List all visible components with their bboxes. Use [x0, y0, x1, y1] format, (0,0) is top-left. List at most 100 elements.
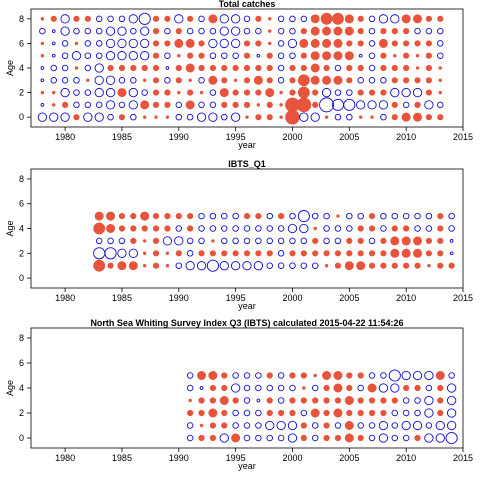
- bubble-point: [255, 40, 262, 47]
- x-tick-label: 1980: [55, 132, 75, 142]
- x-tick-label: 1985: [112, 453, 132, 463]
- bubble-point: [94, 112, 104, 122]
- bubble-point: [425, 77, 432, 84]
- bubble-point: [401, 420, 411, 431]
- bubble-point: [289, 237, 296, 245]
- bubble-point: [300, 397, 307, 404]
- bubble-point: [73, 15, 80, 22]
- bubble-point: [107, 64, 114, 72]
- bubble-point: [277, 15, 285, 23]
- bubble-point: [390, 383, 400, 393]
- bubble-point: [221, 101, 228, 108]
- bubble-point: [277, 64, 285, 72]
- bubble-point: [105, 51, 116, 61]
- bubble-point: [93, 247, 106, 260]
- bubble-point: [368, 262, 376, 269]
- bubble-point: [84, 15, 91, 22]
- bubble-point: [93, 259, 106, 272]
- bubble-point: [311, 434, 319, 442]
- bubble-point: [368, 40, 376, 47]
- bubble-point: [152, 28, 160, 35]
- bubble-point: [277, 262, 285, 269]
- bubble-point: [40, 103, 45, 107]
- bubble-point: [186, 434, 194, 442]
- bubble-point: [437, 27, 444, 35]
- bubble-point: [312, 397, 319, 404]
- bubble-point: [211, 239, 215, 243]
- bubble-point: [266, 409, 273, 417]
- bubble-point: [357, 40, 364, 47]
- bubble-point: [344, 395, 354, 405]
- bubble-point: [84, 64, 92, 72]
- bubble-point: [186, 113, 194, 121]
- bubble-point: [219, 26, 229, 36]
- bubble-point: [208, 112, 218, 122]
- bubble-point: [186, 372, 194, 379]
- bubble-point: [221, 250, 228, 257]
- bubble-point: [73, 77, 80, 84]
- x-tick-label: 1995: [226, 293, 246, 303]
- x-tick-label: 1990: [169, 132, 189, 142]
- bubble-point: [289, 64, 296, 72]
- bubble-point: [219, 261, 229, 271]
- bubble-point: [152, 262, 160, 269]
- bubble-point: [266, 225, 273, 232]
- bubble-point: [437, 262, 444, 269]
- bubble-point: [344, 14, 354, 24]
- bubble-point: [437, 384, 444, 392]
- bubble-point: [118, 15, 126, 23]
- bubble-point: [243, 250, 251, 257]
- bubble-point: [368, 397, 376, 404]
- x-tick-label: 1985: [112, 293, 132, 303]
- bubble-point: [265, 88, 275, 98]
- bubble-point: [310, 38, 320, 48]
- y-tick-label: 8: [19, 14, 24, 24]
- bubble-point: [391, 64, 398, 72]
- bubble-point: [346, 225, 353, 232]
- bubble-point: [323, 434, 330, 442]
- bubble-point: [107, 237, 114, 245]
- bubble-point: [391, 434, 399, 442]
- bubble-point: [277, 77, 285, 84]
- bubble-point: [297, 86, 310, 99]
- bubble-point: [232, 422, 239, 429]
- bubble-point: [266, 77, 273, 84]
- bubble-point: [278, 409, 285, 417]
- bubble-point: [380, 237, 387, 244]
- bubble-point: [334, 225, 342, 232]
- bubble-point: [253, 261, 264, 271]
- bubble-point: [152, 40, 160, 47]
- bubble-point: [403, 225, 410, 232]
- bubble-point: [230, 112, 241, 122]
- bubble-point: [300, 262, 308, 269]
- bubble-point: [266, 101, 273, 108]
- bubble-point: [141, 225, 148, 232]
- bubble-point: [221, 409, 228, 417]
- bubble-point: [391, 397, 398, 404]
- bubble-point: [175, 113, 183, 121]
- bubble-point: [380, 250, 387, 257]
- bubble-point: [187, 225, 194, 232]
- bubble-point: [390, 14, 400, 24]
- bubble-point: [174, 236, 184, 246]
- bubble-point: [162, 236, 173, 246]
- bubble-point: [287, 420, 298, 431]
- bubble-point: [232, 89, 239, 96]
- bubble-point: [346, 384, 353, 392]
- bubble-point: [232, 225, 239, 232]
- bubble-point: [368, 422, 376, 429]
- bubble-point: [105, 26, 116, 36]
- bubble-point: [323, 422, 330, 429]
- y-tick-label: 0: [19, 273, 24, 283]
- bubble-point: [118, 114, 126, 121]
- bubble-point: [175, 101, 183, 109]
- bubble-point: [186, 250, 194, 257]
- bubble-point: [152, 225, 160, 232]
- bubble-point: [130, 113, 137, 121]
- bubble-point: [425, 237, 432, 244]
- bubble-point: [289, 262, 296, 269]
- bubble-point: [403, 52, 410, 59]
- bubble-point: [333, 75, 343, 85]
- bubble-point: [152, 52, 160, 59]
- bubble-point: [175, 262, 183, 269]
